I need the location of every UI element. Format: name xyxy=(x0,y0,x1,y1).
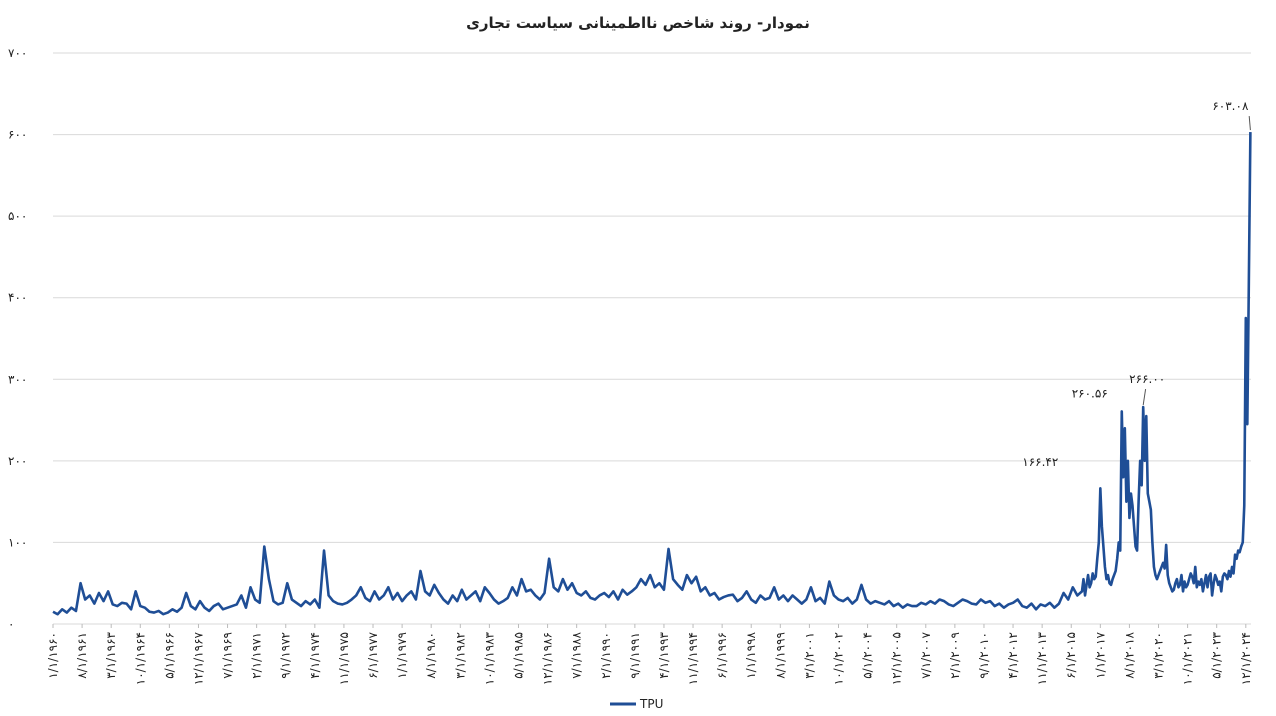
y-tick-label: ۴۰۰ xyxy=(8,291,27,305)
x-tick-label: ۷/۱/۱۹۶۹ xyxy=(221,632,235,679)
x-tick-label: ۱/۱/۱۹۶۰ xyxy=(46,632,60,679)
y-tick-label: ۶۰۰ xyxy=(8,128,27,142)
x-tick-label: ۳/۱/۱۹۸۲ xyxy=(453,632,467,679)
x-tick-label: ۱/۱/۱۹۷۹ xyxy=(395,632,409,679)
x-tick-label: ۵/۱/۲۰۰۴ xyxy=(861,632,875,679)
series-line xyxy=(52,132,1252,616)
y-tick-label: ۱۰۰ xyxy=(8,535,27,549)
x-tick-label: ۳/۱/۱۹۶۳ xyxy=(104,631,118,678)
x-tick-label: ۶/۱/۱۹۷۷ xyxy=(366,631,380,678)
x-tick-label: ۹/۱/۱۹۷۲ xyxy=(279,632,293,679)
x-tick-label: ۱۲/۱/۲۰۰۵ xyxy=(890,632,904,685)
x-tick-label: ۱۲/۱/۱۹۶۷ xyxy=(191,631,205,685)
x-tick-label: ۱۲/۱/۱۹۸۶ xyxy=(541,632,555,685)
x-tick-label: ۴/۱/۱۹۷۴ xyxy=(308,632,322,679)
x-tick-label: ۲/۱/۱۹۷۱ xyxy=(250,632,264,679)
y-tick-label: ۵۰۰ xyxy=(8,209,27,223)
x-tick-label: ۹/۱/۲۰۱۰ xyxy=(977,632,991,679)
x-tick-label: ۱۰/۱/۲۰۰۲ xyxy=(831,632,845,685)
annotation-leader xyxy=(1248,116,1251,131)
annotation: ۶۰۳.۰۸ xyxy=(1212,99,1249,113)
x-tick-label: ۶/۱/۲۰۱۵ xyxy=(1064,632,1078,679)
x-tick-label: ۵/۱/۱۹۶۶ xyxy=(162,632,176,679)
x-tick-label: ۸/۱/۱۹۹۹ xyxy=(773,632,787,679)
annotation-leader xyxy=(1142,388,1147,406)
x-tick-label: ۱۱/۱/۲۰۱۳ xyxy=(1035,631,1049,685)
y-tick-label: ۳۰۰ xyxy=(8,372,27,386)
annotation: ۲۶۶.۰۰ xyxy=(1129,372,1165,386)
x-tick-label: ۵/۱/۱۹۸۵ xyxy=(511,632,525,679)
y-tick-label: ۰ xyxy=(8,617,14,631)
x-tick-label: ۳/۱/۲۰۲۰ xyxy=(1152,632,1166,679)
x-tick-label: ۸/۱/۱۹۶۱ xyxy=(75,632,89,679)
x-tick-label: ۹/۱/۱۹۹۱ xyxy=(628,632,642,679)
x-tick-label: ۷/۱/۱۹۸۸ xyxy=(570,631,584,678)
legend-label: TPU xyxy=(639,697,663,711)
x-tick-label: ۱۰/۱/۲۰۲۱ xyxy=(1181,632,1195,685)
x-tick-label: ۴/۱/۱۹۹۳ xyxy=(657,631,671,678)
x-tick-label: ۵/۱/۲۰۲۳ xyxy=(1210,631,1224,678)
x-tick-label: ۴/۱/۲۰۱۲ xyxy=(1006,632,1020,679)
x-tick-label: ۸/۱/۱۹۸۰ xyxy=(424,632,438,679)
x-tick-label: ۱۰/۱/۱۹۶۴ xyxy=(133,632,147,685)
x-tick-label: ۷/۱/۲۰۰۷ xyxy=(919,631,933,678)
x-tick-label: ۲/۱/۲۰۰۹ xyxy=(948,632,962,679)
x-tick-label: ۳/۱/۲۰۰۱ xyxy=(802,632,816,679)
annotation: ۱۶۶.۴۲ xyxy=(1022,455,1058,469)
y-tick-label: ۲۰۰ xyxy=(8,454,27,468)
x-tick-label: ۱۰/۱/۱۹۸۳ xyxy=(482,631,496,685)
annotation: ۲۶۰.۵۶ xyxy=(1072,386,1108,400)
x-tick-label: ۱۱/۱/۱۹۹۴ xyxy=(686,632,700,685)
chart-title: نمودار- روند شاخص نااطمینانی سیاست تجاری xyxy=(466,14,810,32)
y-tick-label: ۷۰۰ xyxy=(8,46,27,60)
x-tick-label: ۱۲/۱/۲۰۲۴ xyxy=(1239,632,1253,685)
x-tick-label: ۸/۱/۲۰۱۸ xyxy=(1122,631,1136,678)
x-tick-label: ۱۱/۱/۱۹۷۵ xyxy=(337,632,351,685)
x-tick-label: ۱/۱/۱۹۹۸ xyxy=(744,631,758,678)
x-tick-label: ۶/۱/۱۹۹۶ xyxy=(715,632,729,679)
x-tick-label: ۲/۱/۱۹۹۰ xyxy=(599,632,613,679)
x-tick-label: ۱/۱/۲۰۱۷ xyxy=(1093,631,1107,678)
